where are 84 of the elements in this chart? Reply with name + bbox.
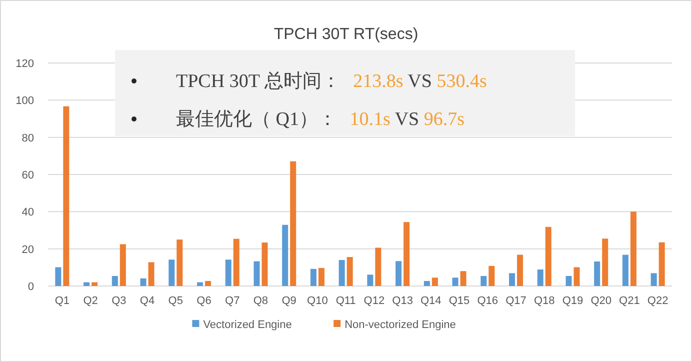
- bar: [346, 257, 353, 286]
- legend-label: Vectorized Engine: [203, 319, 292, 331]
- x-tick-label: Q13: [392, 295, 413, 307]
- bar: [168, 260, 175, 286]
- x-tick-label: Q17: [506, 295, 526, 307]
- bar: [452, 278, 458, 286]
- annotation: 530.4s: [432, 71, 487, 92]
- bar: [310, 268, 316, 286]
- legend-label: Non-vectorized Engine: [344, 319, 456, 331]
- bar: [55, 267, 62, 286]
- bar: [424, 280, 430, 286]
- bar: [225, 260, 232, 286]
- x-tick-label: Q21: [619, 295, 640, 307]
- x-tick-label: Q16: [477, 295, 498, 307]
- annotation: 96.7s: [419, 109, 464, 130]
- y-tick-label: 0: [28, 281, 34, 293]
- annotation: 最佳优化（ Q1）：: [176, 109, 337, 130]
- bar: [233, 238, 240, 286]
- bar: [509, 273, 515, 286]
- x-tick-label: Q1: [54, 295, 70, 307]
- bar: [480, 276, 487, 286]
- x-tick-label: Q19: [562, 295, 584, 307]
- x-tick-label: Q6: [196, 295, 212, 307]
- bar: [517, 254, 523, 286]
- bar: [488, 266, 495, 286]
- annotation: 213.8s: [348, 71, 404, 92]
- bar: [140, 278, 146, 286]
- annotation: 10.1s: [344, 109, 390, 130]
- x-tick-label: Q20: [590, 295, 612, 307]
- x-tick-label: Q12: [364, 295, 385, 307]
- bar: [262, 242, 268, 286]
- y-tick-label: 80: [22, 132, 34, 144]
- x-tick-label: Q5: [168, 295, 183, 307]
- bar: [112, 276, 118, 286]
- bar: [404, 222, 410, 286]
- x-tick-label: Q9: [282, 295, 296, 307]
- bar: [375, 248, 382, 286]
- bar: [460, 271, 466, 286]
- bar: [537, 269, 544, 286]
- x-tick-label: Q7: [225, 295, 240, 307]
- y-tick-label: 60: [22, 170, 34, 182]
- y-tick-label: 100: [16, 95, 34, 108]
- bar: [594, 261, 600, 286]
- bar: [630, 212, 636, 286]
- bar: [545, 226, 552, 286]
- bar: [290, 161, 296, 286]
- bar: [254, 261, 260, 286]
- x-tick-label: Q22: [647, 295, 668, 307]
- x-tick-label: Q15: [448, 295, 470, 307]
- bar: [197, 282, 203, 286]
- y-tick-label: 40: [22, 206, 34, 219]
- y-tick-label: 120: [16, 58, 34, 70]
- bar: [367, 274, 374, 286]
- x-tick-label: Q10: [307, 295, 328, 307]
- bar: [120, 244, 126, 286]
- annotation: VS: [390, 109, 420, 130]
- bar: [318, 268, 324, 286]
- bar: [148, 262, 154, 286]
- bar: [658, 242, 665, 286]
- bar: [176, 240, 183, 286]
- chart-title: TPCH 30T RT(secs): [274, 26, 418, 43]
- bar: [432, 278, 438, 286]
- bar: [602, 238, 608, 286]
- x-tick-label: Q2: [83, 295, 98, 307]
- x-tick-label: Q3: [112, 295, 126, 307]
- bar: [205, 280, 211, 286]
- bar: [396, 261, 402, 286]
- bar: [566, 276, 572, 286]
- bar: [63, 106, 70, 286]
- bar: [574, 267, 580, 286]
- x-tick-label: Q4: [140, 295, 155, 307]
- x-tick-label: Q14: [420, 295, 442, 307]
- bar: [92, 282, 98, 286]
- y-tick-label: 20: [22, 244, 34, 256]
- annotation: VS: [403, 71, 432, 92]
- bar: [338, 260, 345, 286]
- bar: [622, 254, 628, 286]
- bar: [84, 282, 90, 286]
- x-tick-label: Q11: [336, 295, 356, 307]
- x-tick-label: Q8: [253, 295, 268, 307]
- annotation: TPCH 30T 总时间：: [176, 71, 340, 92]
- x-tick-label: Q18: [534, 295, 555, 307]
- bar: [282, 224, 288, 286]
- bar: [650, 273, 657, 286]
